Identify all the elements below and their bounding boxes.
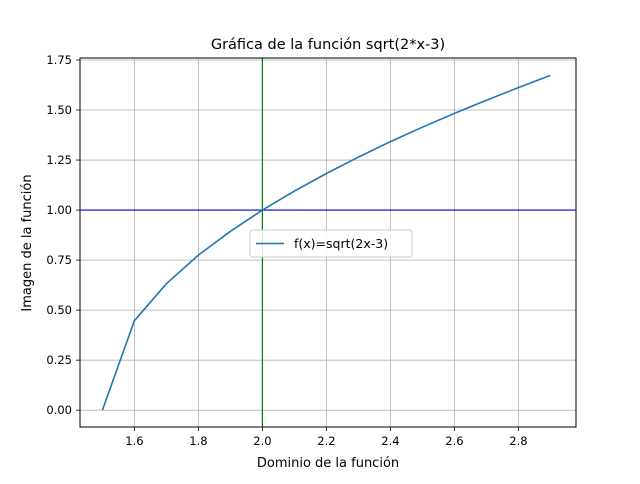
y-tick-label: 0.50: [46, 303, 72, 317]
x-axis: 1.6 1.8 2.0 2.2 2.4 2.6 2.8: [125, 427, 528, 448]
legend-box: [249, 229, 413, 258]
plot-frame: [79, 57, 577, 428]
y-tick-label: 1.75: [46, 53, 72, 67]
series-line: [101, 74, 551, 411]
x-tick-label: 1.8: [189, 434, 207, 448]
y-tick-label: 1.25: [46, 153, 72, 167]
y-tick-label: 0.25: [46, 353, 72, 367]
x-tick-label: 2.6: [445, 434, 463, 448]
y-axis: 0.00 0.25 0.50 0.75 1.00 1.25 1.50 1.75: [46, 53, 80, 417]
legend-label: f(x)=sqrt(2x-3): [294, 236, 388, 251]
y-tick-label: 1.50: [46, 103, 72, 117]
series-layer: [101, 74, 551, 411]
chart-title: Gráfica de la función sqrt(2*x-3): [211, 37, 445, 53]
x-tick-label: 2.4: [381, 434, 399, 448]
y-tick-label: 0.75: [46, 253, 72, 267]
y-axis-label: Imagen de la función: [20, 174, 35, 311]
legend: f(x)=sqrt(2x-3): [249, 229, 413, 258]
x-axis-label: Dominio de la función: [257, 456, 399, 471]
y-tick-label: 0.00: [46, 403, 72, 417]
x-tick-label: 2.2: [317, 434, 335, 448]
y-tick-label: 1.00: [46, 203, 72, 217]
x-tick-label: 1.6: [125, 434, 143, 448]
x-tick-label: 2.8: [509, 434, 527, 448]
x-tick-label: 2.0: [253, 434, 271, 448]
